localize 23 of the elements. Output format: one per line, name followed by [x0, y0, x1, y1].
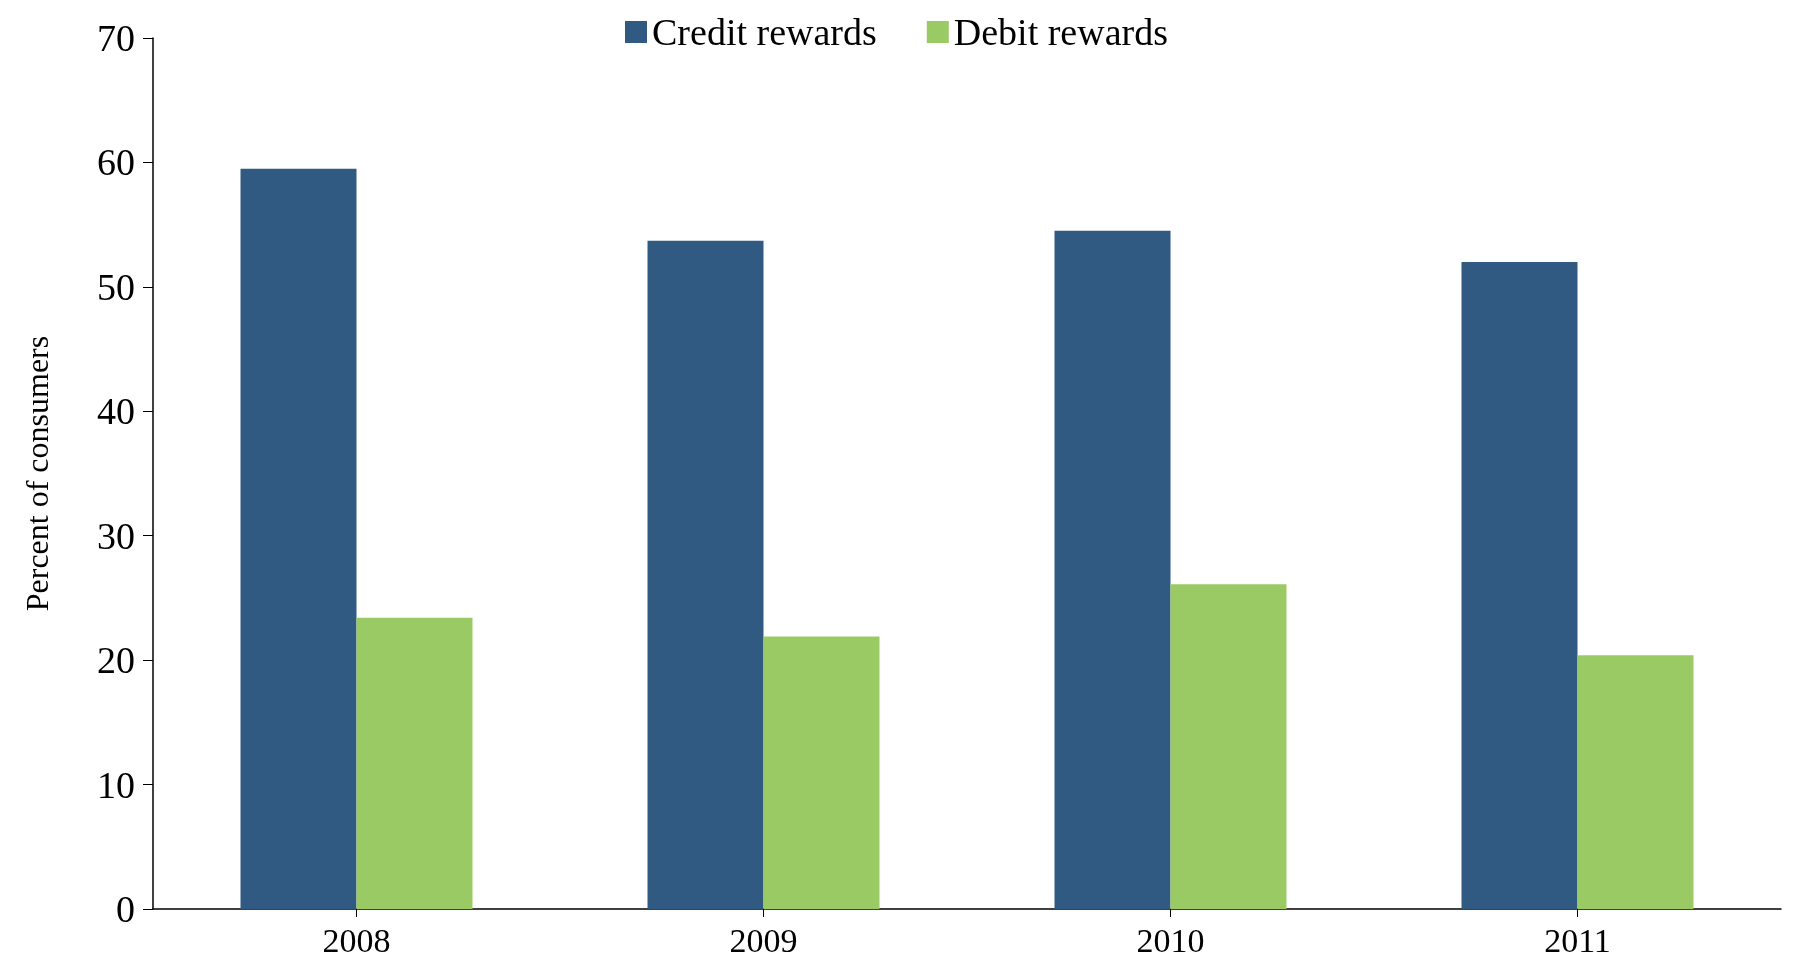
x-tick-label: 2010	[1136, 921, 1205, 959]
y-tick-label: 10	[97, 763, 135, 806]
bar	[1054, 230, 1171, 909]
y-axis-title: Percent of consumers	[19, 335, 55, 612]
bar	[763, 636, 880, 909]
bar	[1461, 261, 1578, 909]
y-tick-label: 50	[97, 265, 135, 308]
bar	[1170, 584, 1287, 909]
x-tick-label: 2011	[1544, 921, 1611, 959]
y-tick-label: 70	[97, 17, 135, 59]
bar	[1577, 655, 1694, 909]
bar	[240, 168, 357, 909]
y-tick-label: 60	[97, 141, 135, 184]
y-tick-label: 20	[97, 639, 135, 682]
bar	[647, 240, 764, 909]
x-tick-label: 2008	[322, 921, 391, 959]
legend-label: Credit rewards	[652, 11, 877, 53]
bar	[356, 617, 473, 909]
y-tick-label: 40	[97, 390, 135, 433]
x-tick-label: 2009	[729, 921, 798, 959]
y-tick-label: 0	[116, 888, 135, 930]
legend-label: Debit rewards	[953, 11, 1168, 53]
y-tick-label: 30	[97, 514, 135, 557]
